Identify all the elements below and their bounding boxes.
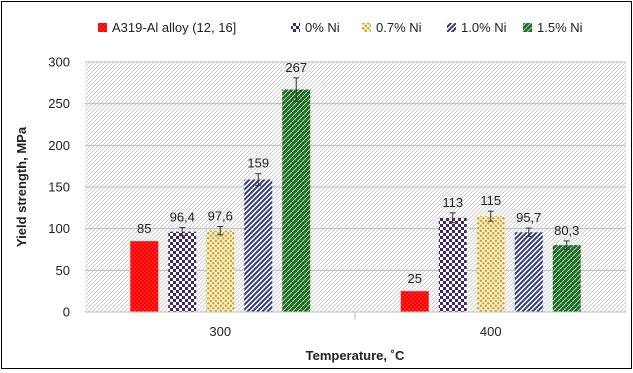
x-tick-label: 300 — [209, 324, 231, 339]
yield-strength-chart: A319-Al alloy (12, 16] 0% Ni 0.7% Ni 1.0% N… — [14, 20, 626, 363]
data-label: 115 — [480, 193, 501, 208]
data-label: 97,6 — [208, 209, 233, 224]
data-label: 267 — [285, 60, 307, 75]
legend-label: A319-Al alloy (12, 16] — [112, 20, 236, 35]
legend-swatch — [523, 23, 532, 32]
legend-label: 0.7% Ni — [376, 20, 422, 35]
data-label: 159 — [247, 156, 269, 171]
data-label: 85 — [137, 221, 151, 236]
legend-label: 0% Ni — [305, 20, 340, 35]
legend-swatch — [362, 23, 371, 32]
legend-label: 1.0% Ni — [461, 20, 507, 35]
y-axis-ticks: 0 50 100 150 200 250 300 — [48, 55, 70, 320]
legend: A319-Al alloy (12, 16] 0% Ni 0.7% Ni 1.0% N… — [98, 20, 583, 35]
bar — [514, 232, 543, 312]
y-tick-label: 50 — [56, 263, 70, 278]
bar — [244, 179, 273, 312]
bar — [282, 89, 311, 312]
legend-label: 1.5% Ni — [537, 20, 583, 35]
y-tick-label: 250 — [48, 96, 70, 111]
legend-swatch — [291, 23, 300, 32]
data-label: 96,4 — [170, 210, 195, 225]
bar — [130, 241, 159, 312]
y-axis-title: Yield strength, MPa — [14, 126, 29, 247]
x-tick-label: 400 — [480, 324, 502, 339]
bar — [206, 230, 235, 312]
y-tick-label: 100 — [48, 221, 70, 236]
bar — [552, 245, 581, 312]
legend-swatch — [447, 23, 456, 32]
data-label: 95,7 — [516, 210, 541, 225]
bar — [168, 231, 197, 312]
data-label: 25 — [408, 271, 422, 286]
x-axis-title: Temperature, ˚C — [306, 348, 405, 363]
bars: 85 96,4 97,6 159 267 25 113 115 95,7 80,3 — [130, 60, 581, 312]
y-tick-label: 200 — [48, 138, 70, 153]
data-label: 80,3 — [554, 223, 579, 238]
bar — [438, 217, 467, 312]
y-tick-label: 150 — [48, 180, 70, 195]
data-label: 113 — [442, 195, 463, 210]
bar — [476, 216, 505, 312]
y-tick-label: 0 — [63, 305, 70, 320]
x-axis-ticks: 300 400 — [209, 324, 501, 339]
bar — [400, 291, 429, 312]
y-tick-label: 300 — [48, 55, 70, 70]
legend-swatch — [98, 23, 107, 32]
